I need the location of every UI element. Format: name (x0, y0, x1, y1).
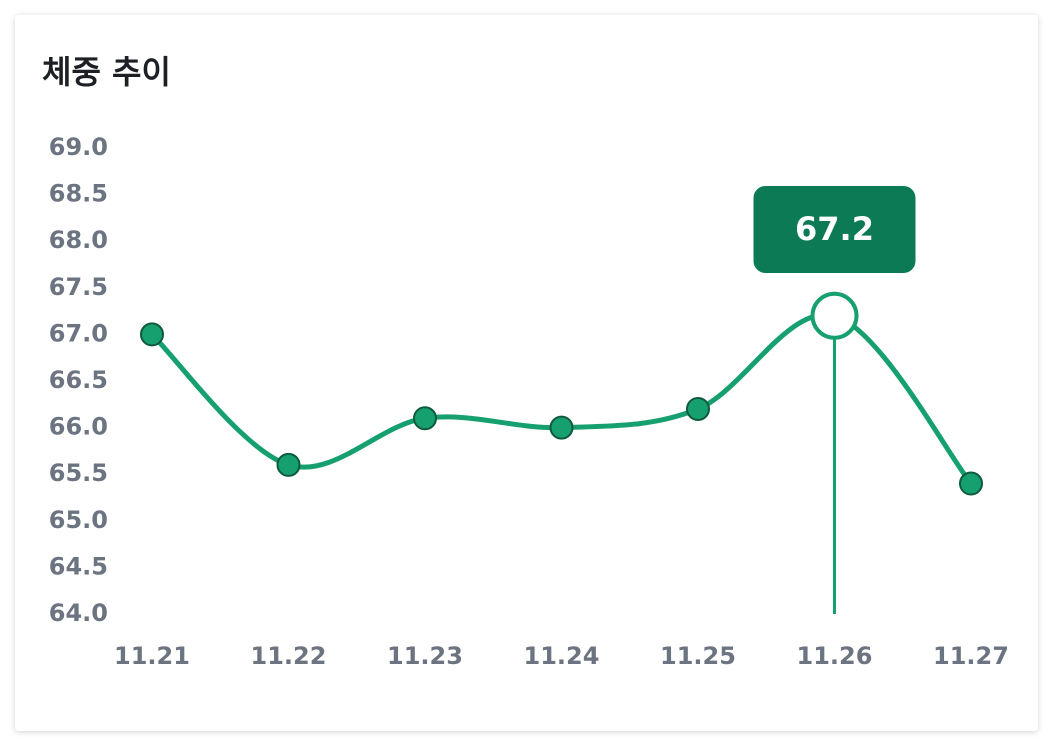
y-tick-label: 64.5 (49, 552, 108, 580)
point (413, 406, 437, 431)
y-tick-label: 69.0 (49, 133, 108, 161)
highlight-point (810, 291, 859, 340)
point (959, 471, 983, 496)
x-tick-label: 11.25 (660, 642, 736, 670)
y-tick-label: 68.0 (49, 226, 108, 254)
y-tick-label: 66.0 (49, 413, 108, 441)
y-tick-label: 64.0 (49, 599, 108, 627)
tooltip (753, 186, 916, 273)
point (549, 415, 574, 440)
point (686, 396, 710, 421)
x-tick-label: 11.26 (797, 642, 873, 670)
card (15, 15, 1038, 731)
y-tick-label: 67.5 (49, 273, 108, 301)
point (276, 452, 301, 477)
point (140, 322, 164, 347)
y-tick-label: 68.5 (49, 180, 108, 208)
x-tick-label: 11.27 (933, 642, 1009, 670)
chart-title: 체중 추이 (42, 53, 171, 91)
y-tick-label: 66.5 (49, 366, 108, 394)
tooltip-value: 67.2 (795, 210, 874, 248)
x-tick-label: 11.22 (251, 642, 327, 670)
x-tick-label: 11.23 (387, 642, 463, 670)
y-tick-label: 65.0 (49, 506, 108, 534)
y-tick-label: 65.5 (49, 459, 108, 487)
x-tick-label: 11.24 (524, 642, 600, 670)
y-tick-label: 67.0 (49, 319, 108, 347)
x-tick-label: 11.21 (114, 642, 190, 670)
